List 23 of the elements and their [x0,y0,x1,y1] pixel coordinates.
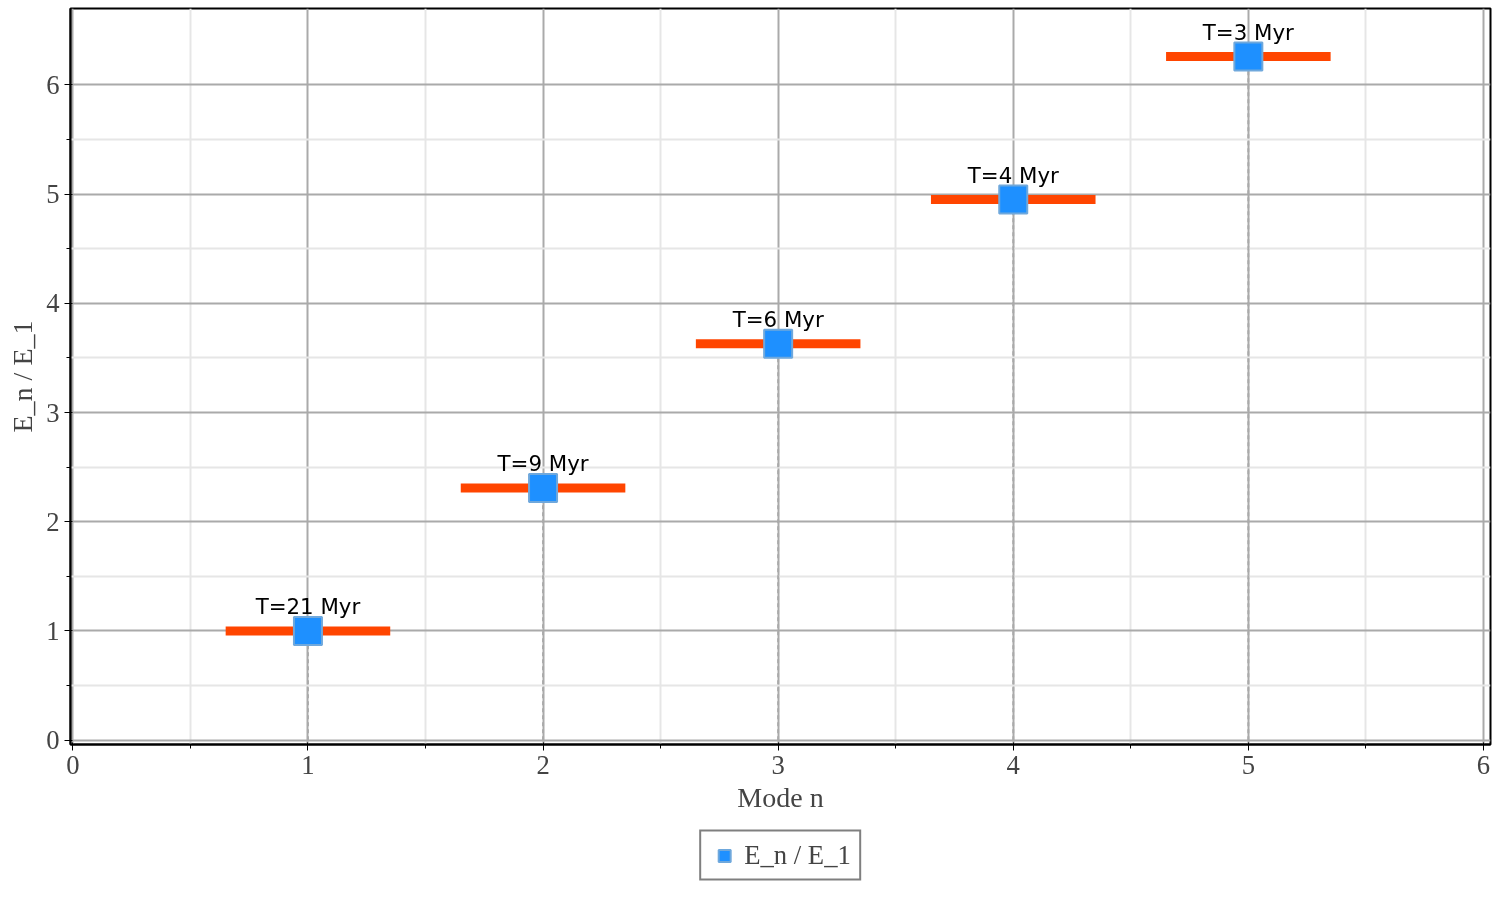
y-tick-label: 3 [46,397,60,428]
annotation: T=4 Myr [966,162,1059,188]
x-tick-label: 0 [66,749,80,780]
y-axis-title: E_n / E_1 [7,320,39,433]
annotation: T=3 Myr [1201,19,1295,45]
y-tick-label: 2 [46,506,60,537]
annotation: T=6 Myr [731,306,824,332]
y-tick-label: 5 [46,179,60,210]
point [292,615,323,646]
annotation: T=21 Myr [254,593,361,619]
y-tick-label: 4 [46,288,60,319]
y-tick-label: 6 [46,69,60,100]
x-tick-label: 6 [1476,749,1491,780]
x-tick-label: 1 [301,749,315,780]
x-tick-label: 2 [536,749,550,780]
legend-label: E_n / E_1 [744,839,851,871]
x-tick-label: 5 [1241,749,1256,780]
x-axis-title: Mode n [737,781,824,813]
annotation: T=9 Myr [496,450,589,476]
y-tick-label: 1 [46,615,60,646]
x-tick-label: 4 [1006,749,1020,780]
x-tick-label: 3 [771,749,785,780]
y-tick-label: 0 [46,725,60,756]
